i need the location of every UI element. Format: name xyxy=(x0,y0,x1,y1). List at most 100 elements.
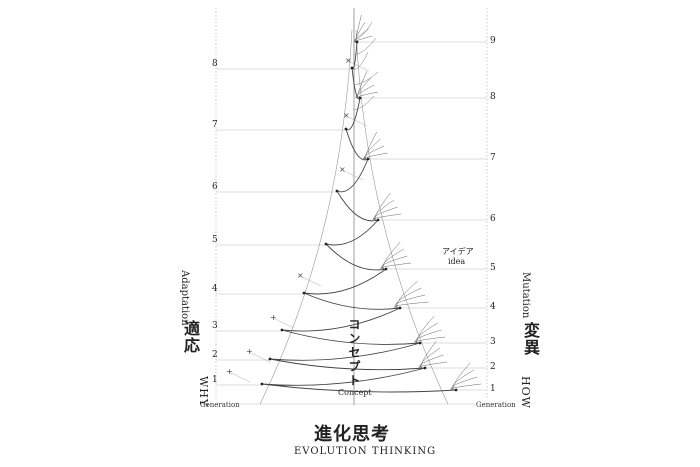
adaptation-jp-label: 適応 xyxy=(181,320,200,354)
idea-branch xyxy=(381,255,408,270)
concept-jp-label: コンセプト xyxy=(347,318,361,388)
rejected-idea-markers: + + + × × × × xyxy=(226,56,370,383)
spiral-curve xyxy=(261,41,457,393)
concept-en-label: Concept xyxy=(338,388,372,397)
idea-branch xyxy=(419,354,444,369)
left-tick-6: 6 xyxy=(212,182,218,192)
idea-branch xyxy=(365,131,378,160)
plus-marker: + xyxy=(226,367,233,376)
idea-branch xyxy=(394,294,426,309)
right-tick-8: 8 xyxy=(490,92,496,102)
marker-trail xyxy=(248,351,271,363)
idea-branch xyxy=(355,14,362,43)
idea-branch xyxy=(418,361,448,369)
spiral-node xyxy=(260,382,264,386)
right-tick-2: 2 xyxy=(490,362,496,372)
left-tick-7: 7 xyxy=(212,120,218,130)
left-tick-5: 5 xyxy=(212,235,218,245)
right-tick-1: 1 xyxy=(490,384,496,394)
spiral-node xyxy=(280,328,284,332)
left-generation-label: Generation xyxy=(200,401,240,409)
spiral-node xyxy=(344,127,348,131)
idea-branch xyxy=(416,315,435,344)
idea-branch xyxy=(380,262,412,270)
spiral-node xyxy=(350,66,354,70)
idea-branch xyxy=(396,280,418,309)
left-tick-4: 4 xyxy=(212,284,218,294)
cross-marker: × xyxy=(345,56,352,65)
marker-trail xyxy=(347,60,370,72)
marker-trail xyxy=(341,169,364,181)
spiral-node xyxy=(355,40,359,44)
cone-left-edge xyxy=(259,29,353,405)
spiral-node xyxy=(398,306,402,310)
idea-branch xyxy=(372,213,402,221)
spiral-node xyxy=(358,96,362,100)
spiral-node xyxy=(366,157,370,161)
upper-twig xyxy=(353,21,373,41)
upper-twig xyxy=(353,37,377,56)
guide-lines xyxy=(215,8,488,405)
right-tick-7: 7 xyxy=(490,153,496,163)
idea-branch xyxy=(357,70,368,99)
spiral-node xyxy=(335,189,339,193)
idea-branch xyxy=(373,206,398,221)
spiral-node xyxy=(376,218,380,222)
idea-branch xyxy=(420,347,441,369)
mutation-en-label: Mutation xyxy=(520,272,531,319)
left-tick-8: 8 xyxy=(212,59,218,69)
right-generation-label: Generation xyxy=(476,401,516,409)
spiral-node xyxy=(384,267,388,271)
idea-branch xyxy=(355,91,378,99)
right-tick-4: 4 xyxy=(490,302,496,312)
adaptation-en-label: Adaptation xyxy=(179,270,190,326)
left-tick-3: 3 xyxy=(212,321,218,331)
idea-branch xyxy=(450,383,482,391)
idea-branch xyxy=(452,369,474,391)
idea-branch xyxy=(382,248,404,270)
spiral-node xyxy=(423,366,427,370)
cross-marker: × xyxy=(339,165,346,174)
spiral-node xyxy=(454,388,458,392)
upper-twig xyxy=(353,95,375,111)
idea-branch xyxy=(451,376,478,391)
main-title-jp: 進化思考 xyxy=(314,424,390,445)
idea-branch xyxy=(415,329,442,344)
mutation-jp-label: 変異 xyxy=(521,322,540,356)
upper-twig xyxy=(353,71,379,86)
idea-branch xyxy=(452,362,471,391)
right-tick-6: 6 xyxy=(490,214,496,224)
spiral-node xyxy=(324,242,328,246)
idea-branch xyxy=(414,336,446,344)
idea-jp-label: アイデア xyxy=(442,247,474,256)
left-tick-1: 1 xyxy=(212,375,218,385)
right-tick-3: 3 xyxy=(490,337,496,347)
spiral-node xyxy=(302,291,306,295)
right-tick-9: 9 xyxy=(490,36,496,46)
marker-trail xyxy=(299,275,322,287)
idea-branch xyxy=(382,241,401,270)
cross-marker: × xyxy=(297,271,304,280)
idea-en-label: idea xyxy=(448,257,466,266)
upper-twig xyxy=(353,51,369,71)
idea-branch xyxy=(416,322,438,344)
left-tick-2: 2 xyxy=(212,350,218,360)
idea-branch xyxy=(374,199,395,221)
mutation-how-label: HOW xyxy=(519,376,532,409)
evolution-spiral xyxy=(260,40,458,393)
cross-marker: × xyxy=(343,111,350,120)
spiral-node xyxy=(418,341,422,345)
marker-trail xyxy=(228,371,251,383)
right-tick-5: 5 xyxy=(490,263,496,273)
idea-branch xyxy=(393,301,429,309)
main-title-en: EVOLUTION THINKING xyxy=(294,446,437,457)
marker-trail xyxy=(345,115,368,127)
spiral-node xyxy=(268,357,272,361)
marker-trail xyxy=(272,317,295,329)
plus-marker: + xyxy=(246,347,253,356)
idea-branch xyxy=(375,192,391,221)
idea-branch xyxy=(362,152,388,160)
idea-branch xyxy=(421,340,437,369)
plus-marker: + xyxy=(270,313,277,322)
